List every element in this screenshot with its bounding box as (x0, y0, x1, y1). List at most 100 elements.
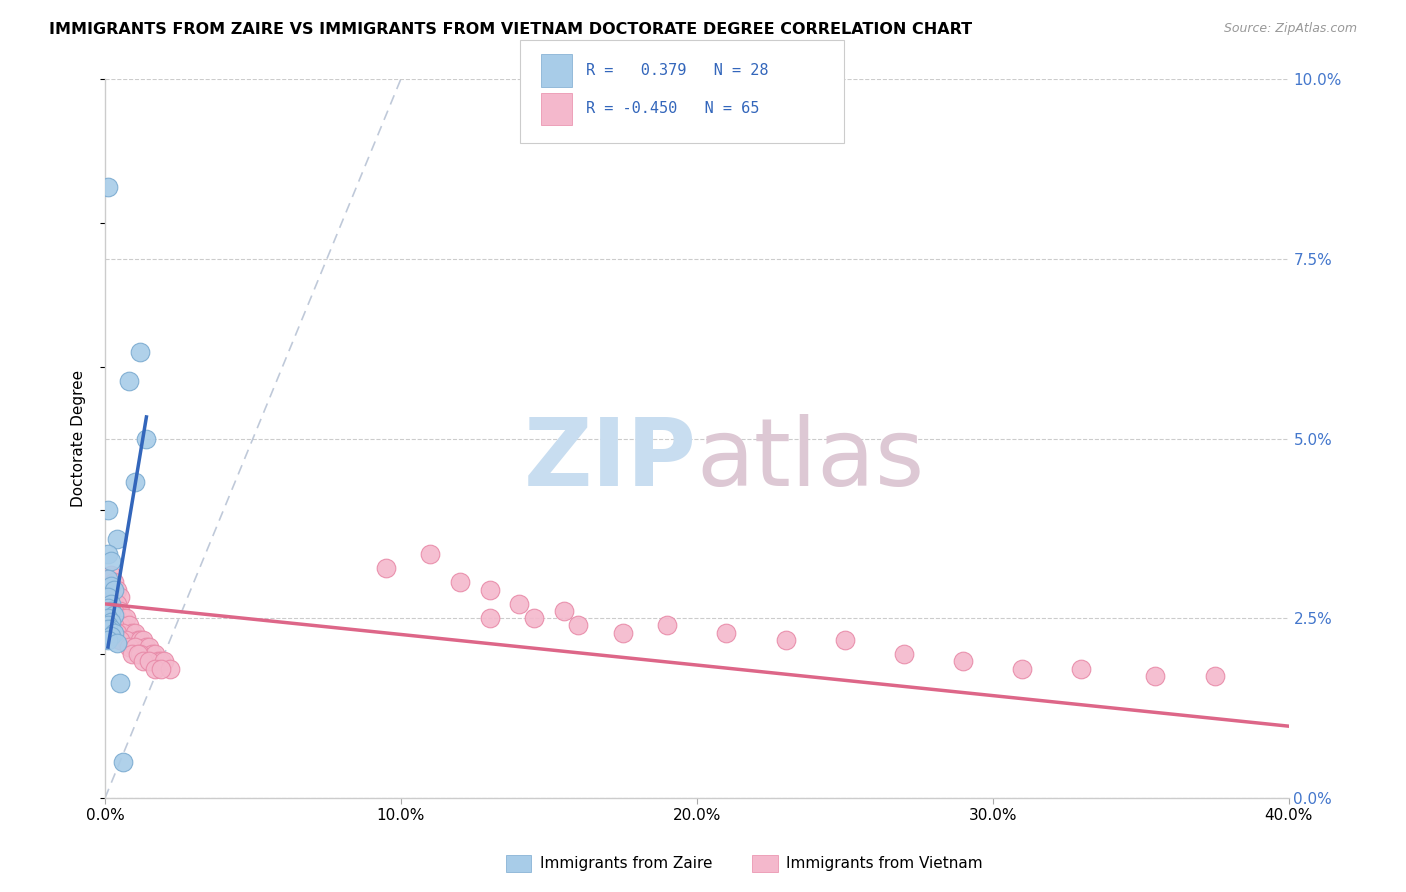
Point (97, 622, 120, 636)
Point (716, 625, 738, 640)
Point (419, 547, 441, 561)
Point (111, 755, 134, 769)
Point (893, 647, 915, 661)
Point (105, 532, 128, 546)
Point (375, 561, 398, 575)
Point (97, 572, 120, 586)
Point (114, 611, 136, 625)
Point (97, 632, 120, 647)
Point (97, 503, 120, 517)
Point (118, 618, 141, 632)
Point (97, 547, 120, 561)
Point (127, 632, 149, 647)
Point (567, 618, 589, 632)
Point (135, 640, 157, 654)
Text: R =   0.379   N = 28: R = 0.379 N = 28 (586, 63, 769, 78)
Text: IMMIGRANTS FROM ZAIRE VS IMMIGRANTS FROM VIETNAM DOCTORATE DEGREE CORRELATION CH: IMMIGRANTS FROM ZAIRE VS IMMIGRANTS FROM… (49, 22, 973, 37)
Point (100, 618, 122, 632)
Point (138, 640, 160, 654)
Point (523, 611, 546, 625)
Point (478, 611, 501, 625)
Point (159, 662, 181, 676)
Point (150, 662, 173, 676)
Point (97, 179, 120, 194)
Point (143, 662, 166, 676)
Text: R = -0.450   N = 65: R = -0.450 N = 65 (586, 102, 759, 116)
Point (124, 640, 146, 654)
Text: Immigrants from Vietnam: Immigrants from Vietnam (786, 856, 983, 871)
Text: Immigrants from Zaire: Immigrants from Zaire (540, 856, 713, 871)
Point (121, 647, 143, 661)
Point (132, 655, 155, 669)
Point (105, 597, 128, 611)
Point (657, 618, 679, 632)
Point (118, 374, 141, 388)
Point (97, 590, 120, 604)
Point (100, 597, 122, 611)
Point (775, 632, 797, 647)
Point (108, 632, 131, 647)
Point (150, 655, 173, 669)
Point (103, 575, 125, 590)
Point (103, 618, 125, 632)
Point (118, 640, 141, 654)
Point (97, 611, 120, 625)
Point (105, 611, 128, 625)
Point (138, 655, 160, 669)
Point (478, 582, 501, 597)
Point (97, 611, 120, 625)
Text: Source: ZipAtlas.com: Source: ZipAtlas.com (1223, 22, 1357, 36)
Point (114, 632, 136, 647)
Point (129, 345, 152, 359)
Point (143, 647, 166, 661)
Point (103, 582, 125, 597)
Point (124, 475, 146, 489)
Point (100, 629, 122, 643)
Point (97, 618, 120, 632)
Point (103, 597, 125, 611)
Point (97, 600, 120, 615)
Point (108, 590, 131, 604)
Point (952, 655, 974, 669)
Point (1070, 662, 1092, 676)
Point (111, 625, 134, 640)
Point (111, 611, 134, 625)
Point (124, 625, 146, 640)
Point (129, 632, 152, 647)
Point (135, 432, 157, 446)
Point (127, 647, 149, 661)
Point (100, 604, 122, 618)
Point (100, 622, 122, 636)
Point (129, 647, 152, 661)
Point (834, 632, 856, 647)
Point (97, 597, 120, 611)
Point (449, 575, 471, 590)
Point (1011, 662, 1033, 676)
Point (153, 655, 176, 669)
Point (100, 615, 122, 629)
Text: atlas: atlas (697, 414, 925, 506)
Point (1144, 669, 1167, 683)
Point (121, 625, 143, 640)
Point (105, 625, 128, 640)
Point (97, 582, 120, 597)
Point (100, 590, 122, 604)
Point (132, 632, 155, 647)
Point (1204, 669, 1226, 683)
Point (105, 636, 128, 650)
Point (148, 655, 170, 669)
Point (103, 604, 125, 618)
Point (103, 607, 125, 622)
Point (108, 676, 131, 690)
Point (108, 618, 131, 632)
Point (100, 579, 122, 593)
Point (103, 625, 125, 640)
Point (108, 604, 131, 618)
Point (100, 604, 122, 618)
Point (100, 554, 122, 568)
Point (100, 568, 122, 582)
Point (105, 582, 128, 597)
Text: ZIP: ZIP (524, 414, 697, 506)
Point (612, 625, 634, 640)
Point (553, 604, 575, 618)
